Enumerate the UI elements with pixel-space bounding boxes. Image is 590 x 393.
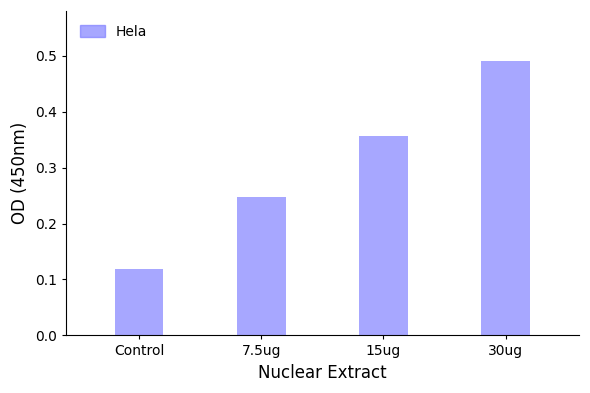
Bar	[359, 136, 408, 335]
Legend: Hela: Hela	[73, 18, 154, 46]
Bar	[237, 196, 286, 335]
Bar	[114, 269, 163, 335]
Y-axis label: OD (450nm): OD (450nm)	[11, 122, 29, 224]
Bar	[481, 61, 530, 335]
X-axis label: Nuclear Extract: Nuclear Extract	[258, 364, 386, 382]
